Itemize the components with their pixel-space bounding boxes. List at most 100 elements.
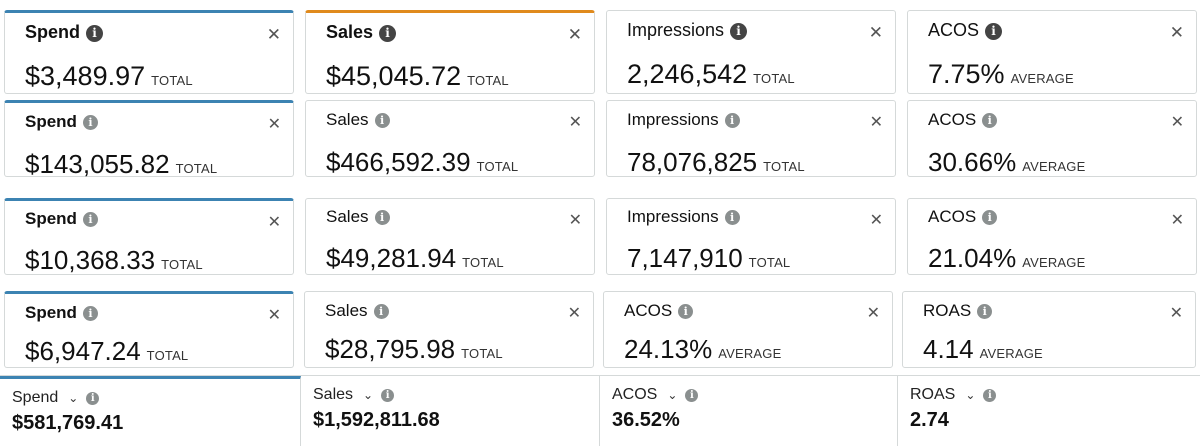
close-icon[interactable]: ✕ [568, 112, 582, 131]
info-icon[interactable]: i [374, 113, 390, 128]
metric-card-spend[interactable]: Spend i ✕ $3,489.97 TOTAL [4, 10, 294, 94]
summary-value: 36.52% [612, 409, 680, 431]
metric-card-acos[interactable]: ACOS i ✕ 30.66% AVERAGE [907, 100, 1197, 177]
metric-name: Spend i [25, 22, 104, 43]
summary-value: 2.74 [910, 409, 949, 431]
info-icon[interactable]: i [982, 113, 998, 128]
metric-value: 4.14 AVERAGE [923, 334, 1043, 364]
metric-value: 24.13% AVERAGE [624, 334, 782, 364]
summary-metric-selector[interactable]: Spend ⌄ i [12, 389, 100, 407]
metric-value: $466,592.39 TOTAL [326, 147, 519, 177]
metric-name: Spend i [25, 112, 98, 132]
metric-value: 78,076,825 TOTAL [627, 147, 805, 177]
close-icon[interactable]: ✕ [1169, 23, 1184, 43]
info-icon[interactable]: i [730, 23, 748, 40]
close-icon[interactable]: ✕ [869, 210, 883, 229]
summary-metric-selector[interactable]: Sales ⌄ i [313, 386, 395, 404]
info-icon[interactable]: i [983, 389, 997, 402]
close-icon[interactable]: ✕ [266, 25, 281, 45]
metric-card-acos[interactable]: ACOS i ✕ 21.04% AVERAGE [907, 198, 1197, 275]
metric-card-spend[interactable]: Spend i ✕ $10,368.33 TOTAL [4, 198, 294, 275]
metric-value: $28,795.98 TOTAL [325, 334, 503, 364]
summary-cell-acos[interactable]: ACOS ⌄ i 36.52% [600, 376, 898, 446]
info-icon[interactable]: i [379, 25, 397, 42]
info-icon[interactable]: i [86, 25, 104, 42]
info-icon[interactable]: i [373, 304, 389, 319]
summary-value: $581,769.41 [12, 412, 124, 434]
metric-name: Spend i [25, 209, 98, 229]
metric-card-impressions[interactable]: Impressions i ✕ 7,147,910 TOTAL [606, 198, 896, 275]
info-icon[interactable]: i [82, 212, 98, 227]
summary-cell-roas[interactable]: ROAS ⌄ i 2.74 [898, 376, 1200, 446]
close-icon[interactable]: ✕ [869, 112, 883, 131]
metric-card-sales[interactable]: Sales i ✕ $28,795.98 TOTAL [304, 291, 594, 368]
close-icon[interactable]: ✕ [567, 303, 581, 322]
metric-value: $3,489.97 TOTAL [25, 61, 193, 91]
close-icon[interactable]: ✕ [868, 23, 883, 43]
metric-value: $6,947.24 TOTAL [25, 336, 189, 366]
metric-value: $45,045.72 TOTAL [326, 61, 509, 91]
metric-value: $10,368.33 TOTAL [25, 245, 203, 275]
metric-value: 7.75% AVERAGE [928, 59, 1074, 89]
metric-card-spend[interactable]: Spend i ✕ $143,055.82 TOTAL [4, 100, 294, 179]
info-icon[interactable]: i [82, 306, 98, 321]
metric-card-sales[interactable]: Sales i ✕ $466,592.39 TOTAL [305, 100, 595, 177]
summary-metric-selector[interactable]: ROAS ⌄ i [910, 386, 997, 404]
close-icon[interactable]: ✕ [568, 210, 582, 229]
summary-metric-selector[interactable]: ACOS ⌄ i [612, 386, 699, 404]
metric-value: $49,281.94 TOTAL [326, 243, 504, 273]
summary-bar: Spend ⌄ i $581,769.41 Sales ⌄ i $1,592,811.6… [0, 375, 1200, 446]
metric-card-spend[interactable]: Spend i ✕ $6,947.24 TOTAL [4, 291, 294, 368]
metric-name: ROAS i [923, 301, 993, 321]
info-icon[interactable]: i [381, 389, 395, 402]
info-icon[interactable]: i [982, 210, 998, 225]
chevron-down-icon[interactable]: ⌄ [363, 388, 374, 402]
info-icon[interactable]: i [374, 210, 390, 225]
info-icon[interactable]: i [82, 115, 98, 130]
metric-value: 2,246,542 TOTAL [627, 59, 795, 89]
summary-cell-spend[interactable]: Spend ⌄ i $581,769.41 [0, 376, 301, 446]
close-icon[interactable]: ✕ [267, 305, 281, 324]
close-icon[interactable]: ✕ [267, 114, 281, 133]
close-icon[interactable]: ✕ [1170, 210, 1184, 229]
metric-name: Impressions i [627, 110, 740, 130]
info-icon[interactable]: i [977, 304, 993, 319]
info-icon[interactable]: i [724, 210, 740, 225]
metric-name: ACOS i [928, 207, 998, 227]
metric-name: Spend i [25, 303, 98, 323]
summary-cell-sales[interactable]: Sales ⌄ i $1,592,811.68 [301, 376, 600, 446]
chevron-down-icon[interactable]: ⌄ [965, 388, 976, 402]
info-icon[interactable]: i [724, 113, 740, 128]
info-icon[interactable]: i [86, 392, 100, 405]
info-icon[interactable]: i [678, 304, 694, 319]
metric-name: Sales i [325, 301, 389, 321]
close-icon[interactable]: ✕ [1169, 303, 1183, 322]
metric-value: 7,147,910 TOTAL [627, 243, 791, 273]
metric-name: ACOS i [624, 301, 694, 321]
metric-card-impressions[interactable]: Impressions i ✕ 78,076,825 TOTAL [606, 100, 896, 177]
metric-card-acos[interactable]: ACOS i ✕ 24.13% AVERAGE [603, 291, 893, 368]
metric-card-roas[interactable]: ROAS i ✕ 4.14 AVERAGE [902, 291, 1196, 368]
metric-value: 30.66% AVERAGE [928, 147, 1086, 177]
chevron-down-icon[interactable]: ⌄ [667, 388, 678, 402]
metric-name: Sales i [326, 207, 390, 227]
metric-card-sales[interactable]: Sales i ✕ $49,281.94 TOTAL [305, 198, 595, 275]
metric-value: 21.04% AVERAGE [928, 243, 1086, 273]
metric-name: Sales i [326, 110, 390, 130]
chevron-down-icon[interactable]: ⌄ [68, 391, 79, 405]
metric-name: Impressions i [627, 207, 740, 227]
info-icon[interactable]: i [985, 23, 1003, 40]
close-icon[interactable]: ✕ [267, 212, 281, 231]
close-icon[interactable]: ✕ [1170, 112, 1184, 131]
metric-name: ACOS i [928, 20, 1003, 41]
info-icon[interactable]: i [685, 389, 699, 402]
metric-value: $143,055.82 TOTAL [25, 149, 218, 179]
close-icon[interactable]: ✕ [866, 303, 880, 322]
metric-card-acos[interactable]: ACOS i ✕ 7.75% AVERAGE [907, 10, 1197, 94]
metric-name: Sales i [326, 22, 397, 43]
metric-card-sales[interactable]: Sales i ✕ $45,045.72 TOTAL [305, 10, 595, 94]
metric-card-impressions[interactable]: Impressions i ✕ 2,246,542 TOTAL [606, 10, 896, 94]
summary-value: $1,592,811.68 [313, 409, 440, 431]
close-icon[interactable]: ✕ [567, 25, 582, 45]
metric-name: Impressions i [627, 20, 748, 41]
